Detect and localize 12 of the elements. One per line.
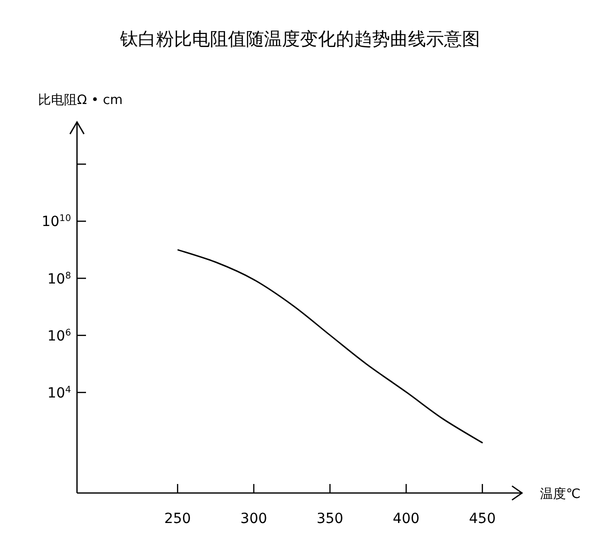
ytick: 10$^{6}$ <box>47 328 71 344</box>
ytick: 10$^{4}$ <box>47 385 71 402</box>
xtick: 350 <box>316 511 344 527</box>
xtick: 250 <box>164 511 191 527</box>
xtick: 400 <box>392 511 420 527</box>
xlabel: 温度℃ <box>540 487 581 502</box>
ytick: 10$^{10}$ <box>42 214 71 230</box>
ytick: 10$^{8}$ <box>47 271 71 288</box>
xtick: 300 <box>240 511 268 527</box>
xtick: 450 <box>469 511 496 527</box>
title: 钛白粉比电阻值随温度变化的趋势曲线示意图 <box>120 29 480 50</box>
ylabel: 比电阻Ω • cm <box>38 93 123 108</box>
